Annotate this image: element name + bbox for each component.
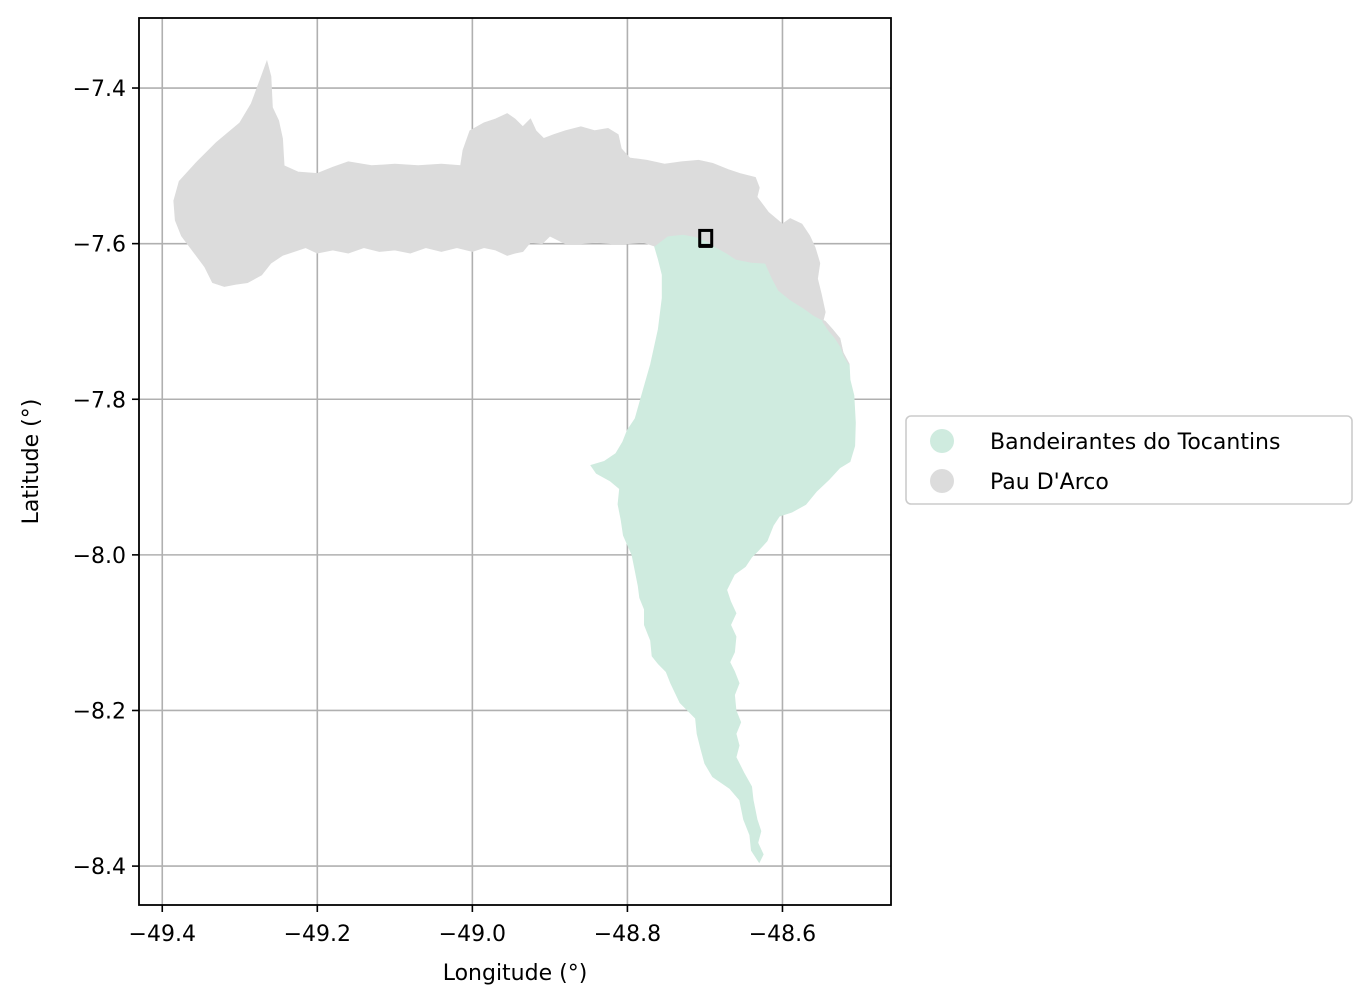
legend-swatch-bandeirantes <box>930 429 954 453</box>
region-polygons <box>173 59 856 864</box>
region-bandeirantes-do-tocantins <box>590 233 856 864</box>
legend-label-bandeirantes: Bandeirantes do Tocantins <box>990 430 1280 455</box>
y-tick-label: −7.8 <box>73 388 126 413</box>
legend-swatch-pau-darco <box>930 469 954 493</box>
plot-frame <box>138 17 892 906</box>
y-tick-label: −8.0 <box>73 544 126 569</box>
x-axis-label: Longitude (°) <box>443 961 588 986</box>
y-tick-label: −8.4 <box>73 855 126 880</box>
x-tick-label: −49.4 <box>129 922 196 947</box>
legend-box <box>905 415 1353 505</box>
axis-ticks: −49.4 −49.2 −49.0 −48.8 −48.6 −7.4 −7.6 −7.8 −8.… <box>73 77 817 947</box>
x-tick-label: −49.0 <box>439 922 506 947</box>
region-pau-darco <box>173 59 850 365</box>
y-tick-label: −8.2 <box>73 699 126 724</box>
location-marker-group <box>698 228 714 248</box>
y-axis-label: Latitude (°) <box>19 399 44 525</box>
legend: Bandeirantes do Tocantins Pau D'Arco <box>905 415 1353 505</box>
x-tick-label: −48.8 <box>594 922 661 947</box>
y-tick-label: −7.4 <box>73 77 126 102</box>
legend-label-pau-darco: Pau D'Arco <box>990 470 1109 495</box>
x-tick-label: −48.6 <box>749 922 816 947</box>
x-tick-label: −49.2 <box>284 922 351 947</box>
y-tick-label: −7.6 <box>73 233 126 258</box>
